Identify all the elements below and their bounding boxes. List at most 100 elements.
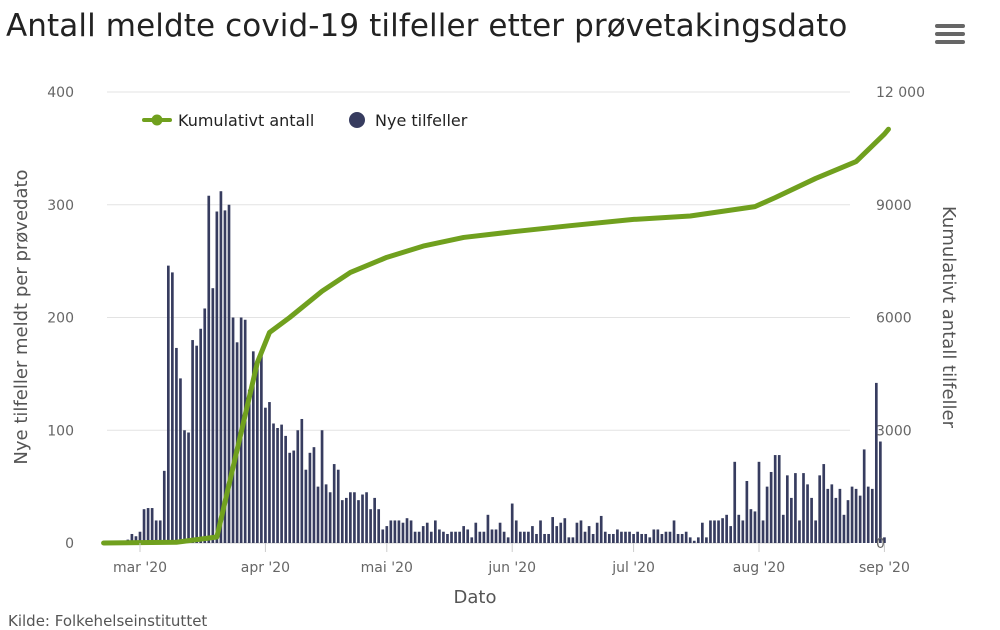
- bar: [624, 531, 627, 543]
- bar: [332, 464, 336, 543]
- bar: [154, 520, 158, 543]
- bar: [850, 486, 854, 544]
- bar: [729, 526, 733, 543]
- bar: [284, 435, 287, 543]
- y2-tick-label: 0: [876, 536, 885, 552]
- bar: [806, 484, 809, 543]
- y-axis-title: Nye tilfeller meldt per prøvedato: [11, 169, 32, 464]
- bar: [575, 522, 579, 543]
- bar: [312, 447, 316, 543]
- bar: [308, 452, 312, 543]
- bar: [466, 529, 470, 543]
- bar: [672, 520, 676, 543]
- bar: [260, 353, 263, 543]
- bar: [741, 520, 745, 543]
- bar: [688, 537, 692, 543]
- bar: [773, 455, 777, 543]
- legend-label-kumulativt: Kumulativt antall: [178, 111, 314, 130]
- bar: [749, 509, 753, 543]
- bar: [830, 484, 834, 543]
- legend-bar-marker: [349, 112, 365, 128]
- gridlines: [107, 91, 850, 544]
- bar: [652, 529, 656, 543]
- bar: [539, 520, 542, 543]
- bar: [838, 488, 842, 543]
- bar: [563, 518, 567, 543]
- bar: [696, 537, 700, 543]
- bar: [300, 418, 304, 543]
- bar: [446, 533, 449, 543]
- bar: [874, 382, 878, 543]
- bar: [737, 514, 741, 543]
- bar: [603, 531, 607, 543]
- bar: [397, 520, 401, 543]
- bar: [264, 407, 267, 543]
- bar: [745, 480, 749, 543]
- cumulative-line: [101, 126, 891, 546]
- axes: 0 0 100 3000 200 6000 300 9000 400 12 000 mar '20 a…: [11, 85, 959, 608]
- bar: [587, 526, 591, 543]
- bar: [531, 526, 534, 543]
- bar: [870, 488, 874, 543]
- bar: [195, 345, 198, 543]
- bar: [146, 508, 150, 543]
- legend-line-marker: [151, 114, 163, 126]
- bar: [709, 520, 712, 543]
- y2-tick-label: 9000: [876, 198, 912, 214]
- bar: [462, 526, 465, 543]
- bar: [340, 500, 344, 543]
- bar: [211, 288, 215, 543]
- bar: [134, 536, 138, 543]
- bar: [470, 537, 474, 543]
- bar: [130, 533, 134, 543]
- bar: [527, 531, 530, 543]
- bar: [612, 533, 615, 543]
- line-series-kumulativt-antall: [101, 126, 891, 546]
- bar: [701, 522, 704, 543]
- bar: [381, 529, 385, 543]
- bar: [353, 492, 356, 543]
- bar: [361, 494, 364, 543]
- bar: [369, 509, 372, 543]
- bar: [474, 522, 478, 543]
- bar: [272, 423, 275, 543]
- bar: [389, 520, 393, 543]
- bar: [268, 402, 271, 543]
- bar: [765, 486, 769, 544]
- bar: [571, 537, 575, 543]
- bar: [179, 378, 182, 543]
- y2-tick-label: 12 000: [876, 85, 925, 101]
- bar: [243, 319, 247, 543]
- bar: [705, 537, 708, 543]
- bar: [345, 497, 348, 543]
- bar: [478, 531, 482, 543]
- bar: [158, 520, 162, 543]
- bar: [794, 473, 797, 543]
- bar: [175, 347, 178, 543]
- y-tick-label: 400: [47, 85, 74, 101]
- bar: [648, 537, 652, 543]
- bar: [834, 497, 838, 543]
- bar: [328, 492, 332, 543]
- bar: [349, 492, 352, 543]
- y-tick-label: 300: [47, 198, 74, 214]
- bar: [725, 514, 728, 543]
- bar: [810, 497, 813, 543]
- bar: [790, 497, 793, 543]
- bar: [203, 308, 207, 543]
- hamburger-menu-icon[interactable]: [932, 22, 968, 52]
- bar: [842, 514, 846, 543]
- bar: [438, 529, 441, 543]
- bar: [247, 389, 251, 543]
- bar: [494, 529, 498, 543]
- bar: [644, 533, 648, 543]
- chart-title: Antall meldte covid-19 tilfeller etter p…: [6, 8, 848, 44]
- x-tick-label: jul '20: [611, 560, 655, 576]
- bar: [486, 514, 490, 543]
- bar: [219, 191, 223, 543]
- y2-tick-label: 3000: [876, 423, 912, 439]
- bar: [506, 537, 510, 543]
- bar: [377, 509, 381, 543]
- bar: [818, 475, 822, 543]
- bar: [822, 464, 826, 543]
